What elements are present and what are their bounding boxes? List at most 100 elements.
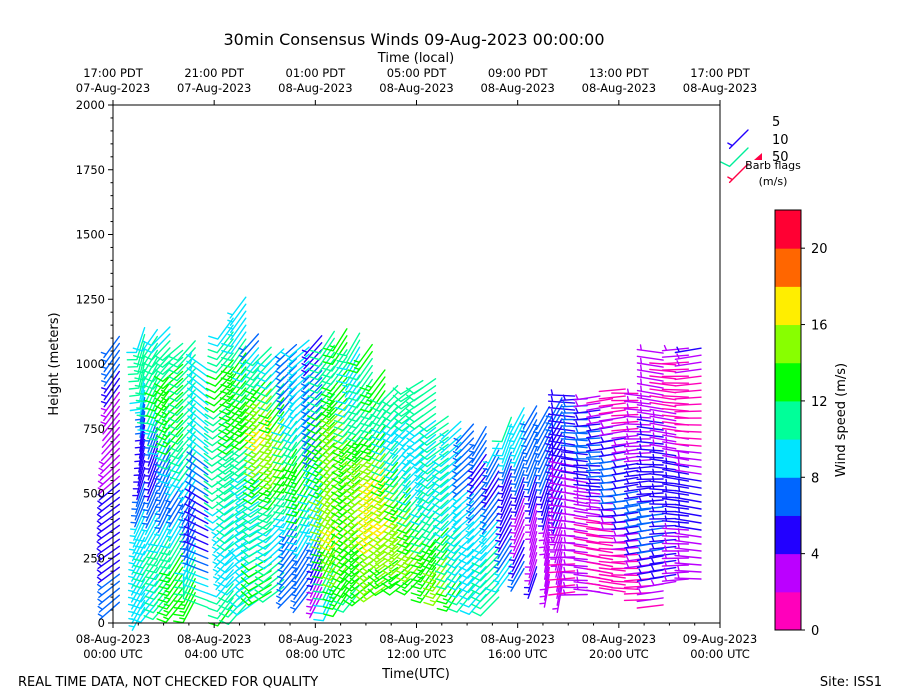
wind-barb <box>133 335 158 359</box>
wind-barb <box>452 465 475 485</box>
wind-barb <box>100 440 120 462</box>
wind-barb <box>418 457 449 475</box>
wind-barb <box>243 465 272 485</box>
wind-barb <box>636 511 664 518</box>
wind-barb <box>174 564 196 589</box>
wind-barb <box>611 496 639 504</box>
wind-barb <box>636 458 664 466</box>
wind-barb <box>418 429 449 446</box>
colorbar-tick-label: 8 <box>811 471 819 486</box>
wind-barb <box>674 557 702 566</box>
wind-barb <box>306 530 323 556</box>
wind-barb <box>228 599 260 616</box>
wind-barb <box>649 468 677 478</box>
wind-barb <box>182 558 209 574</box>
wind-barb <box>548 402 576 411</box>
wind-barb <box>343 581 373 599</box>
wind-barb <box>414 476 437 496</box>
legend-label-5: 5 <box>772 115 780 130</box>
wind-barb <box>185 351 209 371</box>
wind-barb <box>420 513 449 534</box>
colorbar-tick-label: 12 <box>811 395 828 410</box>
wind-barb <box>258 425 285 448</box>
wind-barb <box>292 535 310 560</box>
wind-barb <box>347 371 373 395</box>
wind-barb <box>674 471 702 482</box>
wind-barb <box>521 426 538 451</box>
top-axis-label: Time (local) <box>377 51 454 66</box>
wind-barb <box>649 381 677 387</box>
y-tick-label: 1750 <box>76 163 105 177</box>
barb-layer <box>96 296 702 631</box>
wind-barb <box>482 463 500 488</box>
wind-barb <box>623 448 652 455</box>
colorbar-tick-label: 20 <box>811 242 828 257</box>
wind-barb <box>560 466 588 477</box>
y-tick-label: 1500 <box>76 228 105 242</box>
wind-barb <box>422 555 449 578</box>
wind-barb <box>649 375 677 380</box>
wind-barb <box>241 507 272 525</box>
wind-barb <box>523 566 538 593</box>
wind-barb <box>154 466 171 491</box>
wind-barb <box>234 536 260 551</box>
wind-barb <box>322 572 348 596</box>
wind-barb <box>147 536 171 560</box>
wind-barb <box>305 523 323 549</box>
wind-barb <box>674 451 702 461</box>
wind-barb <box>451 472 475 491</box>
wind-barb <box>418 422 449 439</box>
wind-barb <box>275 371 298 392</box>
wind-barb <box>445 556 475 576</box>
colorbar-segment <box>775 324 801 364</box>
wind-barb <box>419 485 449 504</box>
wind-barb <box>573 499 601 509</box>
wind-barb <box>611 510 639 517</box>
wind-barb <box>381 571 411 590</box>
wind-barb <box>480 498 500 521</box>
wind-barb <box>100 384 120 408</box>
wind-barb <box>273 455 298 480</box>
wind-barb <box>187 392 209 413</box>
wind-barb <box>524 482 538 509</box>
wind-barb <box>272 434 298 458</box>
wind-barb <box>241 521 272 538</box>
wind-barb <box>130 494 146 521</box>
wind-barb <box>126 334 146 361</box>
wind-barb <box>147 522 171 547</box>
wind-barb <box>661 388 690 391</box>
wind-barb <box>636 473 664 480</box>
wind-barb <box>184 500 209 518</box>
wind-barb <box>395 568 424 589</box>
wind-barb <box>523 573 538 599</box>
wind-barb <box>306 414 335 435</box>
wind-barb <box>134 517 158 542</box>
wind-barb <box>586 547 614 554</box>
wind-profile <box>355 369 386 603</box>
wind-barb <box>497 486 512 512</box>
wind-barb <box>467 467 487 490</box>
wind-barb <box>545 453 563 478</box>
wind-barb <box>522 454 538 480</box>
wind-barb <box>302 460 323 484</box>
wind-barb <box>342 504 373 522</box>
wind-barb <box>418 443 449 461</box>
wind-barb <box>662 457 690 468</box>
wind-barb <box>452 444 475 465</box>
wind-barb <box>418 415 449 432</box>
wind-barb <box>244 416 272 438</box>
wind-barb <box>136 398 158 425</box>
wind-barb <box>136 391 158 417</box>
x-tick-label-date: 08-Aug-2023 <box>582 632 656 646</box>
wind-barb <box>533 441 550 466</box>
wind-barb <box>649 411 677 422</box>
wind-barb <box>347 364 373 388</box>
wind-barb <box>636 399 664 410</box>
wind-barb <box>611 587 639 590</box>
wind-barb <box>244 381 272 403</box>
wind-barb <box>727 163 749 184</box>
wind-barb <box>243 458 272 479</box>
wind-barb <box>221 338 247 362</box>
wind-barb <box>521 440 538 466</box>
wind-profile <box>486 416 512 593</box>
